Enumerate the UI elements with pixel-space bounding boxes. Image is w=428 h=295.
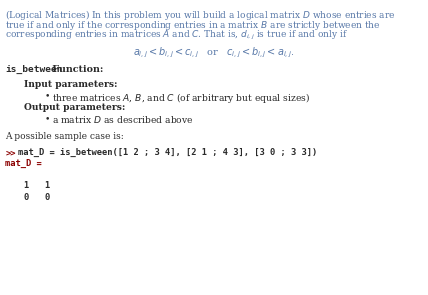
Text: Output parameters:: Output parameters: — [24, 103, 125, 112]
Text: 0   0: 0 0 — [24, 193, 50, 202]
Text: a matrix $D$ as described above: a matrix $D$ as described above — [52, 114, 194, 125]
Text: mat_D = is_between([1 2 ; 3 4], [2 1 ; 4 3], [3 0 ; 3 3]): mat_D = is_between([1 2 ; 3 4], [2 1 ; 4… — [18, 148, 317, 157]
Text: Input parameters:: Input parameters: — [24, 80, 117, 89]
Text: three matrices $A$, $B$, and $C$ (of arbitrary but equal sizes): three matrices $A$, $B$, and $C$ (of arb… — [52, 91, 310, 105]
Text: A possible sample case is:: A possible sample case is: — [5, 132, 124, 141]
Text: 1   1: 1 1 — [24, 181, 50, 191]
Text: •: • — [45, 91, 51, 100]
Text: true if and only if the corresponding entries in a matrix $B$ are strictly betwe: true if and only if the corresponding en… — [5, 19, 380, 32]
Text: (Logical Matrices) In this problem you will build a logical matrix $D$ whose ent: (Logical Matrices) In this problem you w… — [5, 8, 395, 22]
Text: Function:: Function: — [49, 65, 104, 74]
Text: >>: >> — [5, 148, 16, 157]
Text: corresponding entries in matrices $A$ and $C$. That is, $d_{i,j}$ is true if and: corresponding entries in matrices $A$ an… — [5, 29, 348, 42]
Text: is_between: is_between — [5, 65, 62, 74]
Text: mat_D =: mat_D = — [5, 159, 42, 168]
Text: •: • — [45, 114, 51, 124]
Text: $a_{i,j} < b_{i,j} < c_{i,j}$   or   $c_{i,j} < b_{i,j} < a_{i,j}.$: $a_{i,j} < b_{i,j} < c_{i,j}$ or $c_{i,j… — [133, 46, 295, 60]
